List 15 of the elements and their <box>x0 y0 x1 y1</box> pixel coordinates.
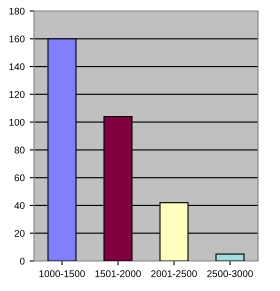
y-tick-label: 120 <box>9 91 25 98</box>
y-tick-label: 0 <box>20 258 25 265</box>
y-tick-label: 40 <box>14 202 25 210</box>
y-tick-label: 180 <box>9 8 25 15</box>
x-tick-label: 2001-2500 <box>151 270 197 278</box>
y-tick-label: 80 <box>14 146 25 154</box>
y-tick-label: 20 <box>14 230 25 237</box>
y-tick-label: 140 <box>9 63 25 70</box>
x-tick-label: 1501-2000 <box>95 270 141 278</box>
x-tick-label: 2500-3000 <box>207 270 253 278</box>
y-tick-label: 60 <box>14 174 25 182</box>
y-tick-label: 100 <box>9 118 25 126</box>
x-tick-label: 1000-1500 <box>39 270 85 278</box>
y-tick-label: 160 <box>9 36 25 42</box>
bar <box>215 254 245 261</box>
